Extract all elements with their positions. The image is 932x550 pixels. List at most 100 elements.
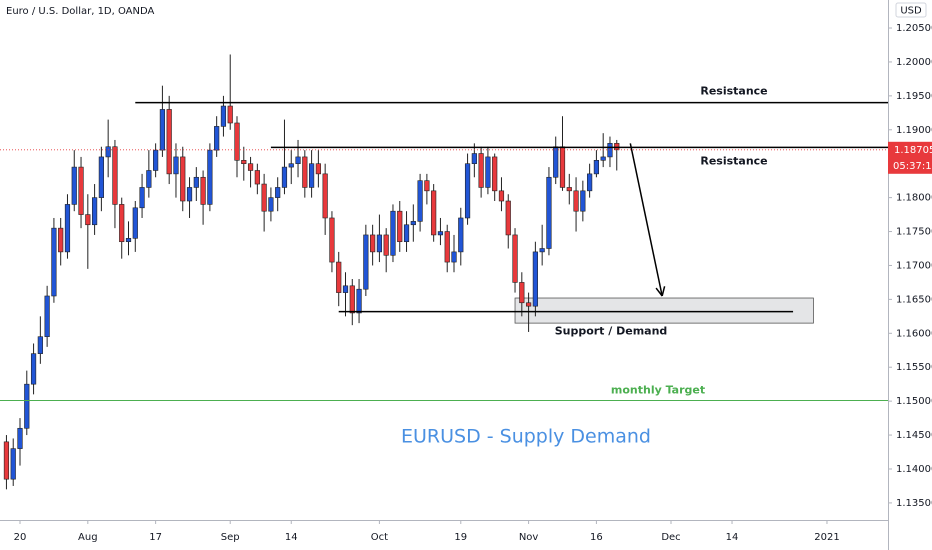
candle-body <box>302 156 308 188</box>
x-tick-label: 14 <box>285 532 298 543</box>
y-tick-label: 1.20000 <box>896 57 932 68</box>
candle-body <box>241 160 247 164</box>
candle-body <box>383 234 389 256</box>
candle-body <box>342 285 349 293</box>
candle-body <box>17 427 23 449</box>
x-tick-label: Sep <box>221 532 240 543</box>
candle-body <box>614 143 620 151</box>
y-tick-label: 1.14500 <box>896 430 932 441</box>
candle-body <box>336 261 342 293</box>
candle-body <box>329 217 335 263</box>
candle-body <box>471 153 477 164</box>
x-tick-label: 16 <box>590 532 603 543</box>
candle-body <box>356 288 362 314</box>
candle-body <box>227 105 233 124</box>
candle-body <box>44 295 50 337</box>
candle-body <box>566 187 572 192</box>
candle-body <box>505 200 511 236</box>
candle-body <box>234 122 240 161</box>
candle-body <box>390 210 396 256</box>
candle-body <box>186 187 193 202</box>
candle-body <box>431 190 437 236</box>
x-tick-label: 17 <box>149 532 162 543</box>
candle-body <box>85 214 91 226</box>
candle-body <box>288 163 294 168</box>
arrow-head <box>661 286 666 297</box>
candle-body <box>308 163 315 188</box>
candle-body <box>539 248 545 253</box>
arrow-head <box>655 287 663 297</box>
candle-body <box>444 231 450 263</box>
candle-body <box>363 234 369 290</box>
candle-body <box>166 109 172 175</box>
candle-body <box>498 190 505 202</box>
candle-body <box>370 234 376 253</box>
candle-body <box>78 166 84 215</box>
candle-body <box>214 126 220 151</box>
x-tick-label: 19 <box>454 532 467 543</box>
candle-body <box>485 156 491 188</box>
candle-body <box>153 149 159 171</box>
candle-body <box>492 156 498 192</box>
candle-body <box>512 234 518 283</box>
candle-body <box>125 238 132 243</box>
y-tick-label: 1.17500 <box>896 227 932 238</box>
candle-body <box>254 170 260 185</box>
candle-body <box>403 224 410 243</box>
y-tick-label: 1.15500 <box>896 362 932 373</box>
level-label: Support / Demand <box>555 325 668 338</box>
candle-body <box>37 336 43 354</box>
candle-body <box>553 146 559 178</box>
candle-body <box>173 156 179 175</box>
candle-body <box>98 156 104 198</box>
level-label: Resistance <box>700 85 767 98</box>
x-tick-label: 20 <box>14 532 27 543</box>
candle-body <box>424 180 430 192</box>
countdown: 05:37:17 <box>893 161 932 172</box>
y-tick-label: 1.15000 <box>896 396 932 407</box>
y-tick-label: 1.13500 <box>896 498 932 509</box>
currency-box <box>895 2 927 18</box>
demand-zone <box>514 297 814 324</box>
candle-body <box>464 163 471 219</box>
candle-body <box>146 170 152 188</box>
candle-body <box>180 156 186 202</box>
candle-body <box>132 207 138 239</box>
last-price-label: 1.18705 <box>894 145 932 156</box>
candle-body <box>376 234 383 253</box>
currency: USD <box>900 6 922 17</box>
candle-body <box>417 180 423 222</box>
candle-body <box>30 353 37 385</box>
candle-body <box>295 156 301 164</box>
y-tick-label: 1.18000 <box>896 193 932 204</box>
candle-body <box>546 176 552 249</box>
candle-body <box>207 149 213 205</box>
candle-body <box>247 163 254 171</box>
candle-body <box>3 441 10 480</box>
candle-body <box>105 146 111 158</box>
candle-body <box>71 166 77 205</box>
y-tick-label: 1.17000 <box>896 260 932 271</box>
annotation: EURUSD - Supply Demand <box>401 426 651 448</box>
candle-body <box>159 109 166 151</box>
candle-body <box>397 210 403 243</box>
candle-body <box>193 176 199 188</box>
x-tick-label: Aug <box>78 532 98 543</box>
y-tick-label: 1.19500 <box>896 91 932 102</box>
candle-body <box>119 204 125 243</box>
candle-body <box>64 204 71 253</box>
candle-body <box>559 146 566 188</box>
candle-body <box>275 187 281 198</box>
chart-title: Euro / U.S. Dollar, 1D, OANDA <box>6 6 155 17</box>
candle-body <box>51 227 57 297</box>
y-tick-label: 1.16000 <box>896 328 932 339</box>
x-tick-label: Nov <box>519 532 539 543</box>
candle-body <box>268 197 274 212</box>
candle-body <box>91 197 98 226</box>
candle-body <box>315 163 321 175</box>
candle-body <box>593 160 600 175</box>
candle-body <box>525 302 532 307</box>
candle-body <box>261 183 267 212</box>
candle-body <box>349 285 355 314</box>
